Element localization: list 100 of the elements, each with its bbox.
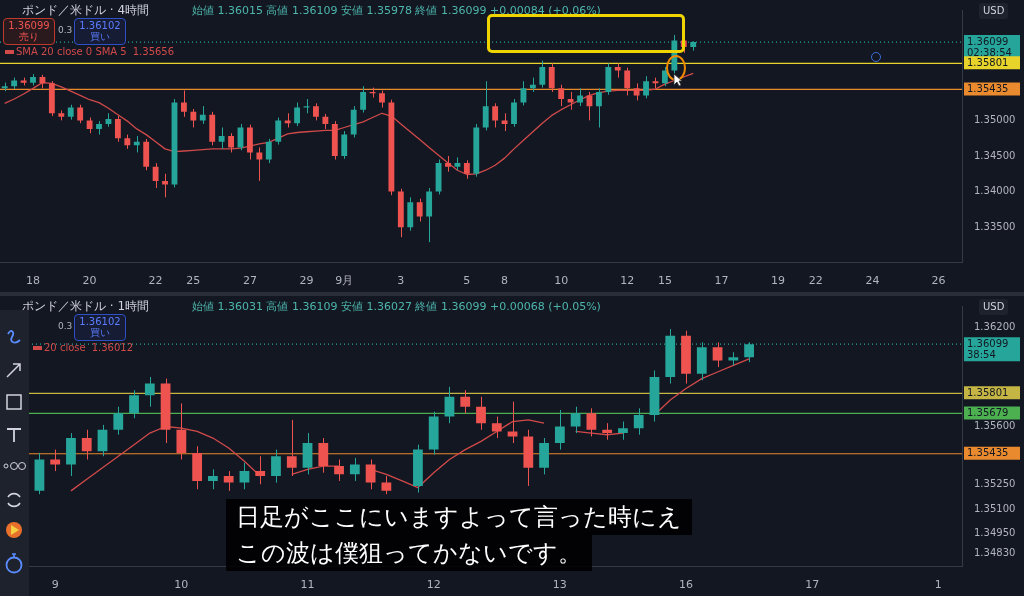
candlestick [129, 389, 139, 419]
y-tick-label: 1.33500 [974, 220, 1016, 232]
candlestick [624, 67, 631, 96]
x-tick-label: 1 [934, 578, 942, 592]
ref-line-label: 1.35435 [967, 82, 1009, 94]
y-tick-label: 1.35600 [974, 420, 1016, 432]
chart-subtitle: 始値 1.36031 高値 1.36109 安値 1.36027 終値 1.36099 +0.00068 (+0.05%) [192, 300, 601, 314]
chart-title: ポンド／米ドル · 4時間 [22, 3, 150, 18]
candlestick [81, 429, 92, 461]
text: USD [979, 299, 1009, 315]
candlestick [381, 475, 392, 495]
ref-line-label: 1.36099 [967, 337, 1009, 349]
candlestick [712, 341, 723, 368]
candlestick [586, 407, 597, 437]
text: USD [979, 3, 1009, 19]
annotation: 買い [90, 31, 110, 42]
candlestick [476, 396, 486, 431]
annotation: 0.3 [58, 321, 73, 332]
candlestick [114, 115, 121, 143]
candlestick [218, 127, 225, 150]
candlestick [334, 459, 344, 482]
y-tick-label: 1.36200 [974, 321, 1016, 333]
candlestick [444, 386, 455, 424]
candlestick [256, 146, 263, 182]
candlestick [152, 162, 159, 189]
annotation: 1.35656 [132, 46, 175, 58]
candlestick [176, 402, 187, 461]
candlestick [349, 457, 360, 482]
candlestick [618, 421, 628, 441]
x-tick-label: 16 [679, 578, 694, 592]
y-tick-label: 1.34830 [974, 547, 1016, 559]
x-tick-label: 3 [397, 274, 405, 288]
candlestick [643, 75, 649, 99]
ref-line-label: 1.35679 [967, 407, 1009, 419]
x-tick-label: 24 [865, 274, 880, 288]
x-tick-label: 17 [714, 274, 729, 288]
candlestick [570, 406, 581, 434]
x-tick-label: 9月 [335, 274, 354, 288]
candlestick [463, 159, 470, 180]
candlestick [239, 462, 250, 490]
x-tick-label: 12 [620, 274, 635, 288]
candlestick [492, 102, 499, 128]
candlestick [144, 376, 155, 408]
x-tick-label: 20 [82, 274, 97, 288]
candlestick [507, 401, 518, 444]
x-tick-label: 13 [552, 578, 567, 592]
text: 02:38:54 [967, 46, 1012, 58]
candlestick [595, 87, 602, 128]
candlestick [511, 98, 517, 128]
annotation: 1.36102 [79, 20, 121, 31]
y-tick-label: 1.34500 [974, 149, 1016, 161]
annotation: 1.36102 [79, 316, 121, 327]
x-tick-label: 22 [148, 274, 163, 288]
text: 38:54 [967, 348, 996, 360]
candlestick [190, 108, 197, 128]
candlestick [180, 89, 187, 118]
x-tick-label: 22 [808, 274, 823, 288]
y-tick-label: 1.35100 [974, 502, 1016, 514]
x-tick-label: 5 [463, 274, 471, 288]
candlestick [228, 132, 234, 153]
chart-subtitle: 始値 1.36015 高値 1.36109 安値 1.35978 終値 1.36099 +0.00084 (+0.06%) [192, 4, 601, 18]
y-tick-label: 1.35000 [974, 113, 1016, 125]
candlestick [360, 85, 367, 114]
legend-label: 20 close [44, 342, 86, 354]
candlestick [416, 198, 423, 222]
annotation: 買い [90, 327, 110, 338]
candlestick [491, 416, 502, 439]
x-tick-label: 15 [657, 274, 672, 288]
legend-label: SMA 20 close 0 SMA 5 [16, 46, 127, 58]
ref-line-label: 1.35801 [967, 386, 1009, 398]
candlestick [365, 459, 376, 490]
y-tick-label: 1.34000 [974, 185, 1016, 197]
ref-line-label: 1.35435 [967, 447, 1009, 459]
candlestick [223, 470, 234, 492]
candlestick [265, 138, 272, 164]
candlestick [520, 80, 527, 106]
x-tick-label: 26 [931, 274, 946, 288]
candlestick [208, 468, 218, 490]
candlestick [318, 437, 329, 474]
y-tick-label: 1.35250 [974, 477, 1016, 489]
x-tick-label: 12 [426, 578, 441, 592]
candlestick [482, 80, 489, 131]
candlestick [341, 130, 348, 160]
candlestick [275, 117, 282, 146]
candlestick [77, 104, 84, 124]
x-tick-label: 8 [501, 274, 509, 288]
annotation: この波は僕狙ってかないです。 [226, 535, 592, 571]
ref-line-label: 1.35801 [967, 56, 1009, 68]
x-tick-label: 17 [805, 578, 820, 592]
annotation: 1.36099 [8, 20, 50, 31]
x-tick-label: 10 [554, 274, 569, 288]
candlestick [113, 406, 124, 436]
x-tick-label: 25 [186, 274, 201, 288]
x-tick-label: 9 [51, 578, 59, 592]
candlestick [255, 455, 266, 485]
x-tick-label: 29 [299, 274, 314, 288]
annotation: 1.36012 [91, 342, 134, 354]
candlestick [294, 102, 301, 127]
candlestick [633, 407, 644, 436]
candlestick [271, 449, 281, 484]
